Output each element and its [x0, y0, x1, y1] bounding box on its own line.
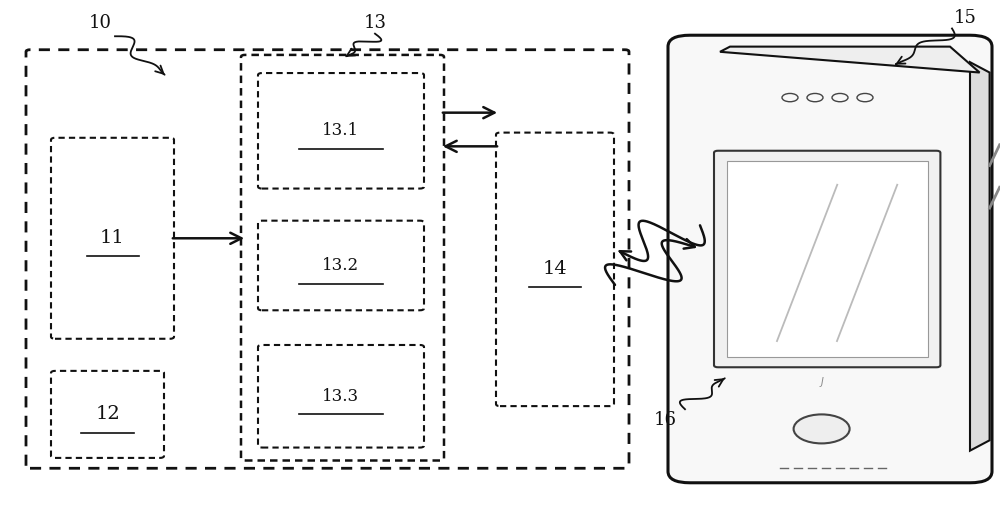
Text: 10: 10 — [88, 15, 112, 32]
Circle shape — [794, 414, 850, 443]
Bar — [727, 161, 928, 357]
Text: J: J — [820, 377, 823, 387]
FancyBboxPatch shape — [668, 35, 992, 483]
FancyBboxPatch shape — [714, 151, 940, 367]
FancyBboxPatch shape — [241, 55, 444, 461]
Polygon shape — [970, 62, 990, 451]
Text: 15: 15 — [954, 9, 976, 27]
Text: 13.2: 13.2 — [322, 257, 360, 274]
FancyBboxPatch shape — [51, 371, 164, 458]
Text: 12: 12 — [95, 406, 120, 423]
Polygon shape — [720, 47, 980, 73]
Text: 16: 16 — [654, 411, 676, 428]
Text: 13.3: 13.3 — [322, 388, 360, 405]
FancyBboxPatch shape — [26, 50, 629, 468]
Text: 11: 11 — [100, 229, 125, 247]
FancyBboxPatch shape — [51, 138, 174, 339]
Text: 13: 13 — [364, 15, 386, 32]
FancyBboxPatch shape — [258, 221, 424, 310]
Text: 13.1: 13.1 — [322, 122, 360, 139]
Text: 14: 14 — [543, 261, 567, 278]
FancyBboxPatch shape — [258, 345, 424, 448]
FancyBboxPatch shape — [258, 73, 424, 189]
FancyBboxPatch shape — [496, 133, 614, 406]
